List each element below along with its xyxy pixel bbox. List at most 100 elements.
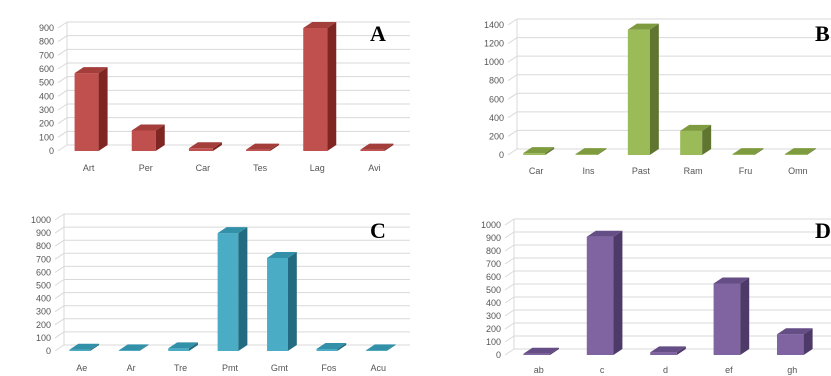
bar-ram	[680, 124, 712, 155]
bar-front	[168, 348, 189, 351]
bar-side	[384, 143, 394, 151]
gridline-side	[504, 335, 515, 343]
x-category-label: Ins	[582, 166, 595, 176]
bar-top	[713, 277, 750, 284]
x-category-label: Pmt	[222, 363, 239, 373]
gridline-side	[507, 55, 518, 63]
y-tick-label: 100	[486, 337, 501, 347]
x-category-label: Car	[529, 166, 544, 176]
gridline-side	[507, 74, 518, 82]
x-category-label: d	[663, 365, 668, 375]
y-tick-label: 0	[496, 350, 501, 360]
bar-top	[267, 251, 297, 258]
x-category-label: c	[600, 365, 605, 375]
y-tick-label: 900	[486, 233, 501, 243]
gridline-side	[54, 305, 65, 313]
x-category-label: ab	[534, 365, 544, 375]
gridline-side	[504, 257, 515, 265]
y-tick-label: 800	[486, 246, 501, 256]
bar-pmt	[217, 227, 248, 351]
x-category-label: Fru	[739, 166, 753, 176]
bar-top	[680, 124, 712, 131]
y-tick-label: 800	[36, 241, 51, 251]
y-tick-label: 700	[39, 50, 54, 60]
y-tick-label: 200	[489, 131, 504, 141]
bar-top	[188, 142, 222, 149]
bar-side	[740, 277, 750, 355]
bar-front	[732, 154, 755, 155]
bar-side	[287, 251, 297, 351]
y-tick-label: 200	[39, 119, 54, 129]
y-tick-label: 1000	[481, 220, 501, 230]
bar-side	[597, 148, 607, 155]
bar-front	[586, 236, 614, 355]
y-tick-label: 0	[49, 146, 54, 156]
bar-top	[74, 67, 108, 74]
gridline-side	[504, 231, 515, 239]
y-tick-label: 300	[486, 311, 501, 321]
gridline-side	[507, 148, 518, 156]
bar-front	[713, 283, 741, 355]
bar-top	[776, 328, 813, 335]
x-category-label: Ram	[684, 166, 703, 176]
bar-top	[523, 147, 555, 154]
bar-front	[360, 149, 385, 151]
gridline-side	[57, 21, 68, 29]
bar-omn	[784, 148, 816, 155]
x-category-label: Fos	[321, 363, 337, 373]
bar-front	[575, 154, 598, 155]
x-category-label: Lag	[310, 163, 325, 173]
bar-acu	[365, 344, 396, 351]
bar-front	[74, 73, 99, 151]
panel-label-a: A	[370, 21, 386, 46]
bar-side	[90, 343, 100, 351]
bar-top	[575, 148, 607, 155]
bar-lag	[303, 22, 337, 151]
y-tick-label: 300	[39, 105, 54, 115]
bar-fos	[316, 343, 347, 351]
gridlines	[507, 18, 831, 156]
bar-side	[613, 230, 623, 355]
bar-ef	[713, 277, 750, 355]
gridline-side	[54, 252, 65, 260]
bar-front	[188, 148, 213, 151]
gridline-side	[504, 218, 515, 226]
bar-ab	[523, 347, 560, 355]
y-tick-label: 500	[36, 281, 51, 291]
bar-top	[217, 227, 248, 234]
y-tick-label: 500	[486, 285, 501, 295]
bar-tre	[168, 342, 198, 351]
y-tick-label: 1200	[484, 39, 504, 49]
y-tick-label: 800	[39, 37, 54, 47]
y-tick-label: 1000	[484, 57, 504, 67]
y-tick-label: 100	[36, 333, 51, 343]
x-category-label: Art	[83, 163, 95, 173]
bar-side	[155, 124, 165, 151]
bar-top	[131, 124, 165, 131]
bar-gh	[776, 328, 813, 355]
bar-front	[246, 149, 271, 151]
bar-front	[69, 349, 91, 351]
bar-front	[217, 233, 239, 351]
y-tick-label: 300	[36, 307, 51, 317]
y-tick-label: 0	[46, 346, 51, 356]
gridline-side	[507, 18, 518, 26]
bar-top	[316, 343, 347, 350]
bar-front	[650, 352, 677, 355]
y-tick-label: 400	[39, 91, 54, 101]
bar-side	[98, 67, 108, 151]
x-category-label: Acu	[371, 363, 387, 373]
bar-side	[337, 343, 347, 351]
y-tick-label: 900	[39, 23, 54, 33]
chart-panel-c: 0 100 200 300 400 500 600 700 800 900 1000 Ae Ar Tre P…	[31, 213, 410, 373]
y-tick-label: 800	[489, 76, 504, 86]
gridline-side	[57, 103, 68, 111]
bar-front	[523, 353, 551, 355]
x-category-label: gh	[787, 365, 797, 375]
chart-panel-a: 0 100 200 300 400 500 600 700 800 900 Art Per Car Tes…	[39, 21, 410, 173]
bar-side	[676, 346, 686, 355]
y-tick-label: 900	[36, 228, 51, 238]
bar-front	[627, 29, 650, 156]
x-category-label: Ae	[76, 363, 87, 373]
